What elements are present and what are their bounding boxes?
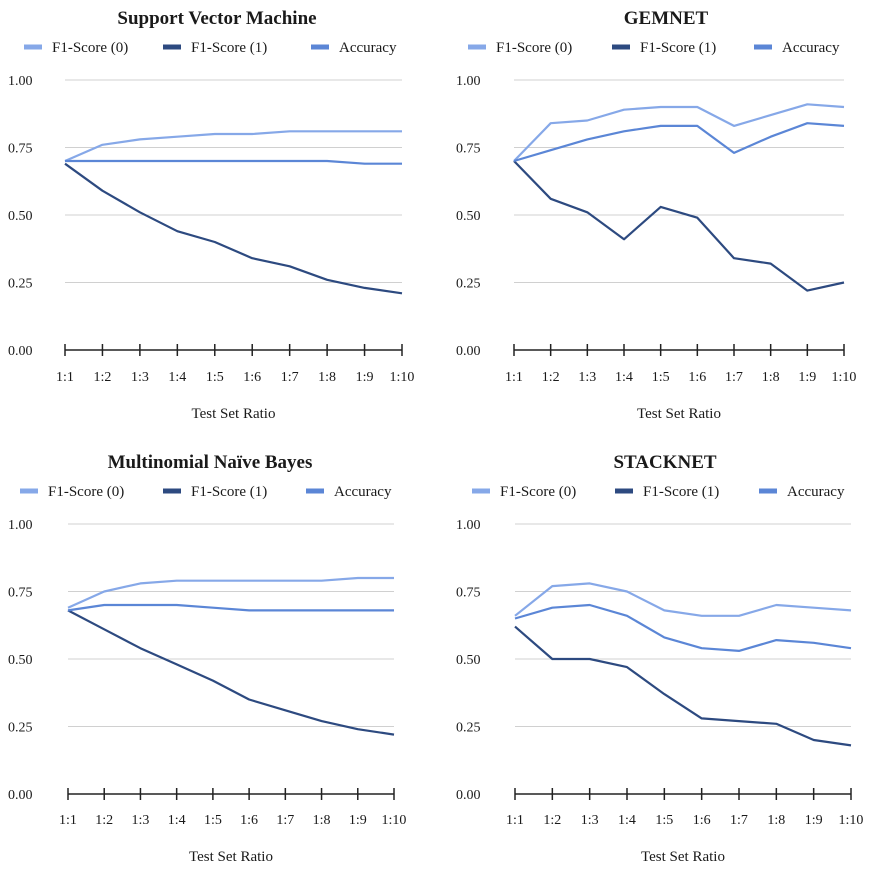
x-tick-label: 1:6 (240, 813, 258, 828)
series-line-f1-score-0 (513, 103, 845, 162)
x-tick-label: 1:8 (767, 813, 785, 828)
legend-label: F1-Score (0) (52, 40, 128, 56)
series-line-f1-score-1 (67, 609, 395, 736)
series-line-f1-score-1 (514, 625, 852, 747)
y-tick-label: 0.50 (8, 653, 33, 668)
legend-label: F1-Score (0) (48, 484, 124, 500)
legend-label: F1-Score (0) (496, 40, 572, 56)
x-tick-label: 1:8 (762, 370, 780, 385)
x-tick-label: 1:5 (204, 813, 222, 828)
legend-label: F1-Score (0) (500, 484, 576, 500)
y-tick-label: 0.25 (456, 721, 481, 736)
y-tick-label: 0.25 (8, 277, 33, 292)
legend-label: F1-Score (1) (191, 40, 267, 56)
y-tick-label: 0.75 (8, 142, 33, 157)
x-tick-label: 1:2 (542, 370, 560, 385)
x-tick-label: 1:3 (578, 370, 596, 385)
x-tick-label: 1:2 (543, 813, 561, 828)
y-tick-label: 0.50 (8, 209, 33, 224)
x-tick-label: 1:4 (168, 370, 186, 385)
x-tick-label: 1:9 (798, 370, 816, 385)
y-tick-label: 0.25 (8, 721, 33, 736)
x-tick-label: 1:4 (618, 813, 636, 828)
x-tick-label: 1:1 (59, 813, 77, 828)
x-axis-label: Test Set Ratio (637, 406, 721, 422)
series-line-f1-score-0 (514, 582, 852, 617)
y-tick-label: 0.50 (456, 209, 481, 224)
legend-label: Accuracy (787, 484, 845, 500)
x-tick-label: 1:1 (56, 370, 74, 385)
x-tick-label: 1:4 (168, 813, 186, 828)
x-tick-label: 1:6 (688, 370, 706, 385)
y-tick-label: 0.75 (8, 586, 33, 601)
x-tick-label: 1:10 (839, 813, 864, 828)
x-tick-label: 1:10 (382, 813, 407, 828)
x-tick-label: 1:1 (506, 813, 524, 828)
x-axis-label: Test Set Ratio (641, 849, 725, 865)
series-line-f1-score-1 (64, 162, 403, 295)
y-tick-label: 0.00 (456, 788, 481, 803)
series-line-accuracy (513, 122, 845, 163)
series-line-f1-score-1 (513, 160, 845, 292)
x-tick-label: 1:2 (95, 813, 113, 828)
series-line-accuracy (514, 603, 852, 653)
legend-label: F1-Score (1) (640, 40, 716, 56)
y-tick-label: 1.00 (456, 518, 481, 533)
series-line-accuracy (67, 603, 394, 612)
y-tick-label: 0.75 (456, 142, 481, 157)
chart-panel-3: Multinomial Naïve Bayes F1-Score (0) F1-Sc… (8, 452, 406, 865)
y-tick-label: 1.00 (8, 518, 33, 533)
y-tick-label: 0.50 (456, 653, 481, 668)
y-tick-label: 0.00 (8, 788, 33, 803)
x-tick-label: 1:3 (581, 813, 599, 828)
x-tick-label: 1:9 (805, 813, 823, 828)
y-tick-label: 1.00 (8, 74, 33, 89)
x-tick-label: 1:10 (832, 370, 857, 385)
x-tick-label: 1:5 (655, 813, 673, 828)
x-tick-label: 1:8 (313, 813, 331, 828)
series-line-f1-score-0 (67, 576, 394, 609)
y-tick-label: 1.00 (456, 74, 481, 89)
x-tick-label: 1:9 (356, 370, 374, 385)
x-tick-label: 1:5 (652, 370, 670, 385)
x-tick-label: 1:2 (93, 370, 111, 385)
legend-label: Accuracy (339, 40, 397, 56)
chart-panel-4: STACKNET F1-Score (0) F1-Score (1) Accuracy… (456, 452, 863, 865)
legend-label: Accuracy (334, 484, 392, 500)
x-tick-label: 1:9 (349, 813, 367, 828)
chart-panel-2: GEMNET F1-Score (0) F1-Score (1) Accuracy 0.… (456, 8, 856, 422)
chart-title: STACKNET (613, 452, 716, 473)
y-tick-label: 0.25 (456, 277, 481, 292)
x-axis-label: Test Set Ratio (189, 849, 273, 865)
legend-label: Accuracy (782, 40, 840, 56)
x-axis-label: Test Set Ratio (192, 406, 276, 422)
x-tick-label: 1:7 (725, 370, 743, 385)
chart-title: Support Vector Machine (117, 8, 316, 29)
x-tick-label: 1:3 (131, 813, 149, 828)
chart-panel-1: Support Vector Machine F1-Score (0) F1-Sco… (8, 8, 414, 422)
x-tick-label: 1:3 (131, 370, 149, 385)
y-tick-label: 0.00 (456, 344, 481, 359)
legend-label: F1-Score (1) (191, 484, 267, 500)
series-line-f1-score-0 (64, 130, 402, 163)
x-tick-label: 1:1 (505, 370, 523, 385)
chart-title: GEMNET (624, 8, 709, 29)
x-tick-label: 1:7 (276, 813, 294, 828)
x-tick-label: 1:6 (243, 370, 261, 385)
chart-title: Multinomial Naïve Bayes (108, 452, 313, 473)
x-tick-label: 1:6 (693, 813, 711, 828)
series-line-accuracy (65, 159, 402, 165)
y-tick-label: 0.75 (456, 586, 481, 601)
x-tick-label: 1:10 (390, 370, 415, 385)
x-tick-label: 1:7 (281, 370, 299, 385)
legend-label: F1-Score (1) (643, 484, 719, 500)
x-tick-label: 1:4 (615, 370, 633, 385)
y-tick-label: 0.00 (8, 344, 33, 359)
x-tick-label: 1:8 (318, 370, 336, 385)
x-tick-label: 1:7 (730, 813, 748, 828)
x-tick-label: 1:5 (206, 370, 224, 385)
